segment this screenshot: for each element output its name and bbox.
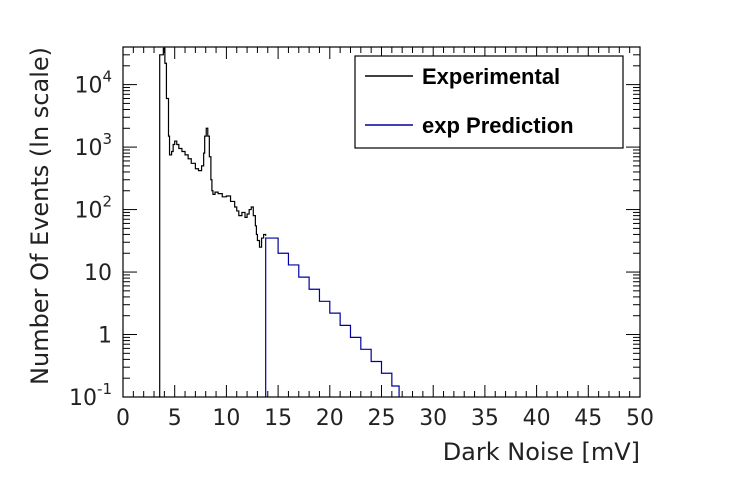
legend-label-experimental: Experimental	[422, 64, 560, 89]
series-line-experimental	[159, 47, 267, 398]
x-tick-label: 5	[168, 406, 182, 431]
legend-label-exp-prediction: exp Prediction	[422, 113, 574, 138]
y-ticks: 10-1 1 10 102 103 104	[69, 46, 640, 411]
x-tick-label: 25	[368, 406, 396, 431]
legend-box	[354, 55, 624, 149]
y-axis-title: Number Of Events (ln scale)	[26, 47, 54, 385]
y-tick-label: 103	[74, 130, 112, 161]
x-tick-label: 10	[212, 406, 240, 431]
x-ticks: 0 5 10 15 20 25 30 35 40 45 50	[116, 47, 654, 431]
y-tick-label: 104	[74, 68, 112, 99]
x-tick-label: 50	[626, 406, 654, 431]
x-tick-label: 35	[471, 406, 499, 431]
y-tick-label: 1	[98, 324, 112, 349]
y-tick-label: 102	[74, 193, 112, 224]
x-tick-label: 45	[574, 406, 602, 431]
x-axis-title: Dark Noise [mV]	[443, 438, 640, 466]
y-tick-label: 10-1	[69, 380, 112, 411]
series-line-exp-prediction	[265, 237, 400, 397]
series-layer	[159, 47, 400, 398]
y-tick-label: 10	[84, 261, 112, 286]
x-tick-label: 0	[116, 406, 130, 431]
x-tick-label: 15	[264, 406, 292, 431]
legend: Experimental exp Prediction	[354, 55, 624, 149]
x-tick-label: 30	[419, 406, 447, 431]
x-tick-label: 20	[316, 406, 344, 431]
x-tick-label: 40	[523, 406, 551, 431]
